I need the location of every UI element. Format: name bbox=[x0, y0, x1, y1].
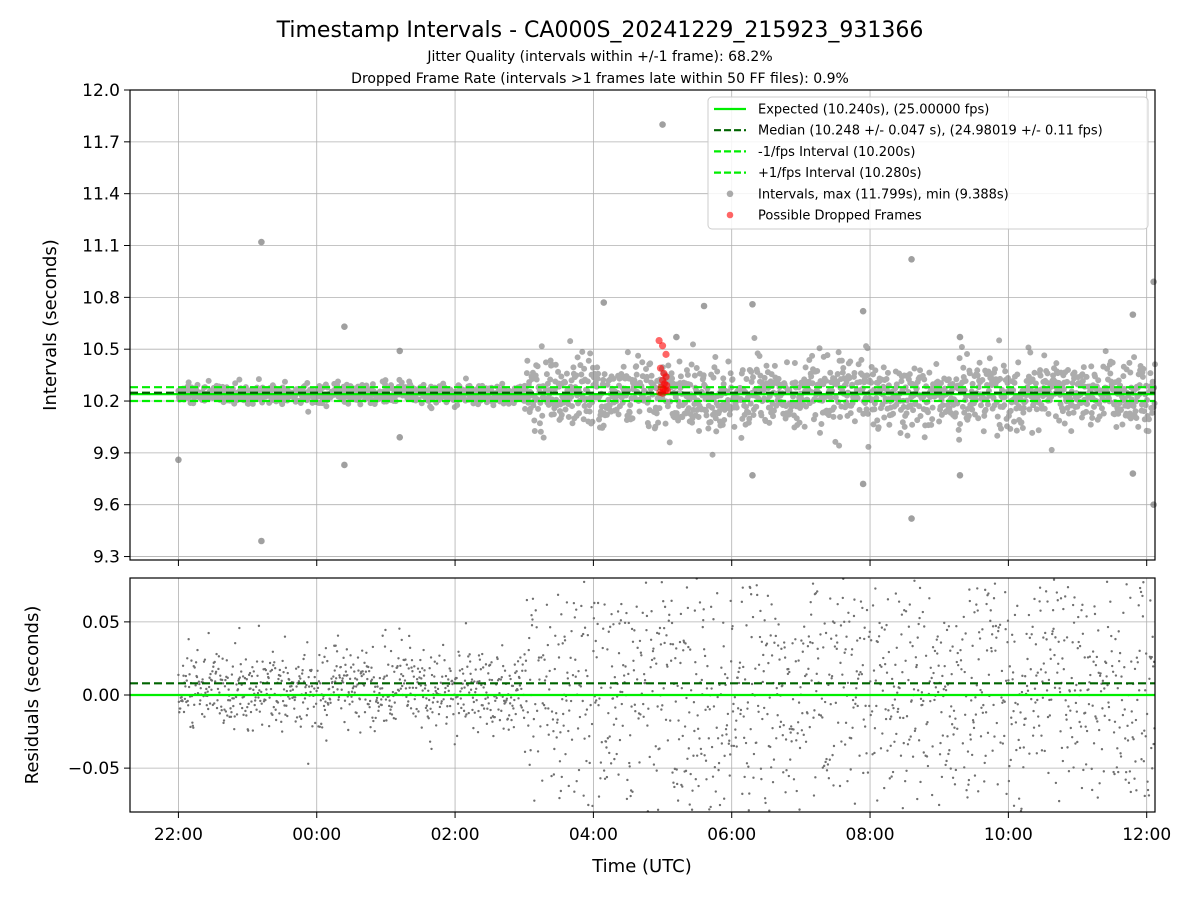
dropped-frame-point-1 bbox=[658, 342, 667, 350]
x-tick-label-4: 06:00 bbox=[707, 825, 756, 845]
chart-subtitle-dropped: Dropped Frame Rate (intervals >1 frames … bbox=[351, 71, 849, 87]
interval-outlier-17 bbox=[956, 333, 964, 341]
legend-label-2: -1/fps Interval (10.200s) bbox=[758, 145, 915, 160]
interval-outlier-7 bbox=[600, 299, 608, 306]
residual-points bbox=[177, 577, 1156, 813]
interval-outlier-22 bbox=[1150, 501, 1157, 509]
interval-outlier-3 bbox=[341, 323, 348, 331]
interval-outlier-4 bbox=[341, 461, 348, 469]
interval-outlier-1 bbox=[258, 238, 265, 246]
y-tick-label-top-8: 11.7 bbox=[82, 133, 120, 153]
interval-outlier-16 bbox=[908, 515, 915, 522]
interval-outlier-18 bbox=[956, 472, 964, 479]
legend-label-5: Possible Dropped Frames bbox=[758, 209, 922, 224]
x-tick-label-1: 00:00 bbox=[292, 825, 341, 845]
y-tick-label-top-6: 11.1 bbox=[82, 237, 120, 257]
dropped-frame-point-3 bbox=[656, 364, 665, 372]
y-tick-label-top-5: 10.8 bbox=[82, 288, 120, 308]
interval-outlier-12 bbox=[749, 472, 756, 479]
interval-outlier-2 bbox=[258, 537, 265, 545]
y-tick-label-top-7: 11.4 bbox=[82, 185, 120, 205]
legend-label-4: Intervals, max (11.799s), min (9.388s) bbox=[758, 187, 1009, 202]
interval-outlier-21 bbox=[1150, 278, 1157, 286]
interval-outlier-14 bbox=[859, 480, 867, 488]
interval-points bbox=[175, 334, 1158, 458]
legend-label-1: Median (10.248 +/- 0.047 s), (24.98019 +… bbox=[758, 124, 1103, 139]
y-tick-label-top-0: 9.3 bbox=[93, 548, 120, 568]
x-tick-label-0: 22:00 bbox=[154, 825, 203, 845]
x-tick-label-3: 04:00 bbox=[569, 825, 618, 845]
y-tick-label-top-3: 10.2 bbox=[82, 392, 120, 412]
y-tick-label-top-9: 12.0 bbox=[82, 81, 120, 101]
x-axis-label: Time (UTC) bbox=[591, 856, 692, 877]
dropped-frame-point-0 bbox=[655, 336, 663, 345]
interval-outlier-5 bbox=[396, 347, 404, 355]
y-axis-label-intervals: Intervals (seconds) bbox=[40, 239, 61, 411]
y-tick-label-top-2: 9.9 bbox=[93, 444, 120, 464]
y-tick-label-top-4: 10.5 bbox=[82, 340, 120, 360]
dropped-frame-point-2 bbox=[662, 350, 670, 358]
x-tick-label-6: 10:00 bbox=[984, 825, 1033, 845]
interval-outlier-6 bbox=[396, 434, 404, 441]
dropped-frame-point-14 bbox=[658, 389, 667, 397]
interval-outlier-10 bbox=[700, 302, 708, 310]
y-tick-label-top-1: 9.6 bbox=[93, 496, 120, 516]
interval-outlier-13 bbox=[859, 307, 867, 315]
legend-marker-5 bbox=[726, 211, 734, 219]
x-tick-label-7: 12:00 bbox=[1122, 825, 1171, 845]
legend-marker-4 bbox=[726, 190, 734, 198]
y-tick-label-bottom-0: −0.05 bbox=[68, 759, 120, 779]
interval-outlier-8 bbox=[659, 121, 666, 128]
chart-title: Timestamp Intervals - CA000S_20241229_21… bbox=[276, 18, 924, 43]
y-tick-label-bottom-1: 0.00 bbox=[82, 686, 120, 706]
y-tick-label-bottom-2: 0.05 bbox=[82, 613, 120, 633]
interval-outlier-9 bbox=[673, 333, 680, 341]
interval-outlier-19 bbox=[1129, 311, 1137, 318]
legend-label-0: Expected (10.240s), (25.00000 fps) bbox=[758, 103, 989, 118]
chart-subtitle-jitter: Jitter Quality (intervals within +/-1 fr… bbox=[426, 49, 772, 65]
top-panel-frame bbox=[129, 89, 1156, 561]
interval-outlier-0 bbox=[175, 456, 182, 464]
interval-outlier-15 bbox=[908, 256, 915, 263]
legend: Expected (10.240s), (25.00000 fps) Median… bbox=[707, 96, 1149, 230]
x-tick-label-5: 08:00 bbox=[846, 825, 895, 845]
y-axis-label-residuals: Residuals (seconds) bbox=[22, 606, 43, 785]
legend-label-3: +1/fps Interval (10.280s) bbox=[758, 166, 922, 181]
x-tick-label-2: 02:00 bbox=[431, 825, 480, 845]
interval-outlier-11 bbox=[749, 300, 756, 308]
interval-outlier-20 bbox=[1129, 470, 1137, 477]
legend-box bbox=[707, 96, 1149, 230]
